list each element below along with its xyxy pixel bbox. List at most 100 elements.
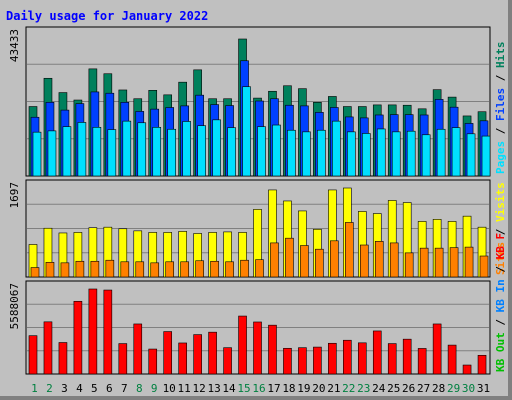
bar-sites (150, 262, 160, 278)
day-label: 5 (91, 382, 98, 395)
day-label: 2 (46, 382, 53, 395)
bar-sites (419, 247, 429, 278)
bar-sites (60, 262, 70, 278)
bar-sites (30, 267, 40, 278)
legend-entry: KB Out (494, 332, 507, 372)
bar-pages (272, 124, 281, 177)
day-label: 27 (417, 382, 430, 395)
bar-sites (479, 255, 489, 278)
panel-middle: 1697 Sites / Visits (8, 179, 507, 278)
bar-sites (165, 261, 175, 278)
legend-label: Pages / Files / Hits (494, 42, 507, 175)
bar-pages (347, 131, 356, 177)
panel-bottom: 5588067 KB Out / KB In / KB F (8, 233, 507, 375)
bar-kb-f (178, 342, 187, 375)
legend-entry: / (494, 259, 507, 279)
day-label: 7 (121, 382, 128, 395)
bar-pages (421, 134, 431, 177)
bar-pages (122, 120, 132, 177)
day-label: 19 (297, 382, 310, 395)
bar-pages (481, 135, 491, 177)
day-label: 6 (106, 382, 113, 395)
bar-sites (285, 237, 294, 278)
bar-kb-f (313, 346, 322, 375)
day-label: 3 (61, 382, 68, 395)
bar-sites (120, 261, 130, 278)
bar-sites (45, 262, 55, 278)
bar-kb-f (223, 347, 232, 375)
bar-pages (287, 129, 296, 177)
bar-sites (389, 242, 399, 278)
bar-kb-f (133, 323, 143, 375)
bar-pages (137, 122, 147, 177)
bar-sites (195, 260, 204, 278)
bar-kb-f (357, 342, 367, 375)
bar-kb-f (432, 323, 442, 375)
y-max-label: 5588067 (8, 283, 21, 329)
bar-sites (330, 240, 339, 278)
bar-sites (345, 222, 354, 278)
legend-entry: KB F (494, 233, 507, 260)
legend-entry: / (494, 121, 507, 141)
bar-kb-f (372, 330, 382, 375)
day-label: 21 (327, 382, 340, 395)
legend-entry: / (494, 312, 507, 332)
bar-pages (32, 131, 42, 177)
bar-kb-f (268, 324, 277, 375)
legend-entry: Hits (494, 42, 507, 69)
bar-kb-f (193, 334, 202, 375)
legend-entry: Pages (494, 141, 507, 174)
bar-kb-f (477, 354, 487, 375)
bar-kb-f (462, 364, 472, 375)
bar-pages (152, 127, 162, 177)
day-label: 1 (31, 382, 38, 395)
bar-sites (135, 261, 145, 278)
bar-sites (434, 247, 444, 278)
day-label: 23 (357, 382, 370, 395)
bar-sites (105, 259, 115, 278)
bar-kb-f (58, 342, 68, 375)
bar-pages (257, 126, 266, 177)
day-label: 12 (193, 382, 206, 395)
bar-kb-f (88, 288, 98, 375)
day-label: 8 (136, 382, 143, 395)
bar-pages (197, 125, 206, 177)
bar-kb-f (343, 339, 352, 375)
bar-pages (107, 129, 117, 177)
bar-sites (225, 261, 234, 278)
bar-kb-f (103, 289, 113, 375)
bar-kb-f (118, 343, 128, 375)
bar-kb-f (253, 321, 262, 375)
day-label: 10 (163, 382, 176, 395)
bar-sites (449, 247, 459, 278)
day-label: 29 (447, 382, 460, 395)
bar-kb-f (298, 347, 307, 375)
day-label: 17 (267, 382, 280, 395)
bar-sites (90, 260, 100, 278)
bar-kb-f (417, 348, 427, 375)
bar-kb-f (447, 344, 457, 375)
bar-pages (406, 130, 416, 177)
day-label: 11 (178, 382, 191, 395)
bar-sites (464, 246, 474, 278)
bar-pages (361, 133, 371, 177)
bar-pages (212, 119, 221, 177)
legend-label: Sites / Visits (494, 182, 507, 275)
bar-sites (180, 261, 189, 278)
bar-pages (332, 120, 341, 177)
bar-pages (317, 129, 326, 177)
bar-sites (374, 241, 384, 278)
chart-title: Daily usage for January 2022 (6, 9, 208, 23)
day-label: 15 (237, 382, 250, 395)
bar-pages (391, 131, 401, 177)
day-label: 31 (477, 382, 490, 395)
bar-sites (300, 245, 309, 278)
bar-kb-f (387, 343, 397, 375)
bar-sites (240, 259, 249, 278)
bar-kb-f (28, 335, 38, 375)
y-max-label: 1697 (8, 182, 21, 209)
bar-sites (210, 260, 219, 278)
day-label: 28 (432, 382, 445, 395)
day-label: 25 (387, 382, 400, 395)
bar-sites (359, 244, 369, 278)
